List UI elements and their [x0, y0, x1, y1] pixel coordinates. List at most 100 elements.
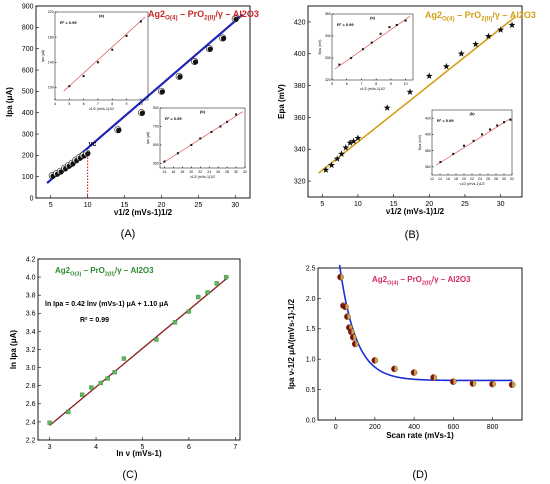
data-point-star: [354, 134, 362, 142]
y-axis-label: Epa (mV): [277, 84, 286, 119]
y-tick-label: 3.8: [26, 293, 36, 300]
panel-d: 0 200 400 600 800 0.0 0.5 1.0 1.5 2.0 2.5 Scan rate…: [287, 264, 523, 481]
data-point-star: [472, 40, 480, 48]
x-tick-label: 6: [83, 102, 85, 106]
y-tick-label: 300: [22, 131, 34, 138]
y-tick-label: 140: [48, 60, 54, 64]
panel-title: Ag2O(4) – PrO2(II)/γ – Al2O3: [425, 10, 536, 23]
x-tick-label: 22: [198, 170, 202, 174]
x-tick-label: 26: [486, 177, 490, 181]
y-tick-label: 2.5: [306, 265, 316, 272]
data-point-half: [350, 334, 354, 341]
y-tick-label: 700: [22, 46, 34, 53]
x-tick-label: 14: [438, 177, 442, 181]
inset-data-point: [439, 161, 442, 163]
x-tick-label: 20: [158, 202, 166, 209]
x-tick-label: 24: [207, 170, 211, 174]
data-point: [66, 409, 71, 415]
y-tick-label: 2.2: [26, 437, 36, 444]
data-point: [105, 376, 110, 381]
y-tick-label: 2.0: [306, 296, 316, 303]
fit-line: [49, 276, 229, 427]
x-tick-label: 4: [94, 444, 98, 451]
data-point: [79, 392, 85, 397]
y-tick-label: 2.8: [26, 383, 36, 390]
y-tick-label: 380: [294, 83, 306, 90]
fit-r2: R² = 0.99: [80, 317, 109, 324]
inset-data-point: [452, 152, 455, 155]
y-tick-label: 330: [325, 56, 331, 60]
x-axis-label: ν1/2 (mVs-1)1/2: [190, 175, 215, 179]
y-axis-label: Ipa (μA): [146, 132, 150, 145]
y-axis-label: ln Ipa (μA): [9, 330, 18, 369]
x-tick-label: 20: [189, 170, 193, 174]
y-tick-label: 420: [425, 116, 431, 120]
x-tick-label: 20: [425, 201, 433, 208]
data-point-star: [485, 32, 492, 40]
y-tick-label: 0.5: [306, 387, 316, 394]
inset-data-point: [125, 34, 128, 37]
x-tick-label: 18: [454, 177, 458, 181]
x-tick-label: 8: [375, 82, 377, 86]
data-point: [214, 281, 219, 286]
x-tick-label: 26: [216, 170, 220, 174]
inset-data-point: [82, 75, 85, 78]
data-point-fill: [139, 110, 145, 116]
panel-title: Ag2O(3) – PrO2(II)/γ – Al2O3: [55, 266, 154, 277]
x-tick-label: 28: [225, 170, 229, 174]
y-tick-label: 320: [294, 178, 306, 185]
y-tick-label: 1.5: [306, 326, 316, 333]
data-point: [223, 274, 229, 280]
y-tick-label: 400: [22, 110, 34, 117]
x-tick-label: 12: [430, 177, 434, 181]
x-tick-label: 8: [111, 102, 113, 106]
data-point-star: [322, 166, 330, 173]
data-point-fill: [233, 16, 239, 22]
inset-data-point: [404, 19, 407, 22]
inset-label: (b): [200, 109, 206, 114]
x-tick-label: 16: [171, 170, 175, 174]
x-tick-label: 30: [234, 170, 238, 174]
panel-label: (A): [121, 228, 136, 240]
y-tick-label: 180: [48, 35, 54, 39]
x-tick-label: 9: [390, 82, 392, 86]
y-tick-label: 340: [325, 34, 331, 38]
x-tick-label: 20: [462, 177, 466, 181]
plot-frame: [35, 5, 251, 199]
data-point-star: [508, 21, 516, 29]
data-point-star: [350, 137, 358, 145]
data-point-star: [346, 139, 354, 146]
x-tick-label: 22: [470, 177, 474, 181]
x-axis-label: ln ν (mVs-1): [116, 449, 162, 458]
data-point-half: [469, 380, 473, 387]
inset-data-point: [226, 120, 229, 123]
y-tick-label: 500: [153, 143, 159, 147]
y-tick-label: 3.0: [26, 365, 36, 372]
data-point-fill: [177, 74, 183, 80]
y-tick-label: 200: [22, 153, 34, 160]
x-tick-label: 30: [497, 201, 505, 208]
inset-data-point: [463, 144, 465, 147]
x-tick-label: 5: [49, 202, 53, 209]
inset-data-point: [395, 24, 398, 26]
x-tick-label: 10: [404, 82, 408, 86]
x-axis-label: ν1/2 (mVs-1)1/2: [460, 182, 485, 186]
data-point-fill: [207, 46, 213, 52]
y-axis-label: Ipa (μA): [41, 50, 45, 63]
data-point-half: [391, 365, 395, 373]
data-point-star: [342, 144, 350, 151]
plot-frame: [54, 11, 149, 101]
x-tick-label: 7: [233, 444, 237, 451]
inset-data-point: [481, 133, 483, 136]
inset-r2: R² = 0.99: [165, 116, 182, 121]
y-tick-label: 900: [153, 106, 159, 110]
panel-label: (C): [122, 469, 137, 481]
panel-label: (D): [412, 469, 427, 481]
data-point: [121, 356, 127, 361]
inset-data-point: [190, 143, 193, 146]
data-point: [186, 309, 192, 314]
data-point-half: [346, 324, 350, 331]
inset-data-point: [176, 152, 179, 155]
x-tick-label: 10: [84, 202, 92, 209]
data-point: [98, 380, 103, 386]
